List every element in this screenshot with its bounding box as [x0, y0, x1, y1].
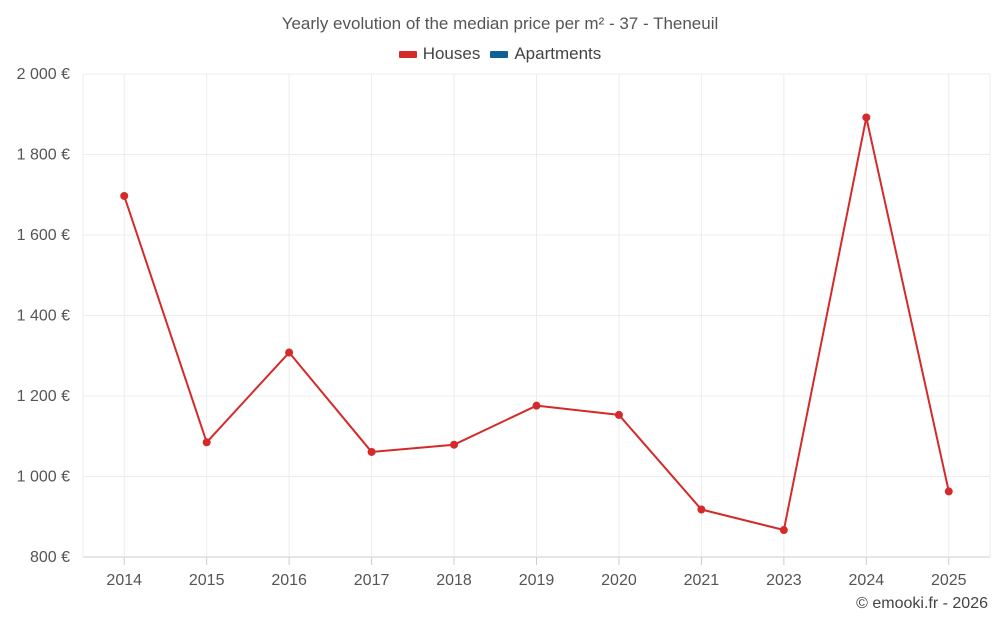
x-tick-label: 2020 [601, 572, 637, 589]
x-tick-label: 2021 [684, 572, 720, 589]
data-point-houses [532, 401, 541, 410]
x-tick-label: 2015 [189, 572, 225, 589]
data-point-houses [285, 348, 294, 357]
legend-label-houses: Houses [422, 44, 481, 63]
data-point-houses [450, 440, 459, 449]
legend: Houses Apartments [0, 44, 1000, 64]
x-tick-label: 2019 [519, 572, 555, 589]
y-tick-label: 1 800 € [17, 147, 70, 164]
y-tick-label: 1 400 € [17, 308, 70, 325]
data-point-houses [697, 505, 706, 514]
data-point-houses [862, 113, 871, 122]
x-tick-label: 2016 [271, 572, 307, 589]
data-point-houses [944, 487, 953, 496]
y-tick-label: 2 000 € [17, 66, 70, 83]
data-point-houses [202, 438, 211, 447]
legend-label-apartments: Apartments [514, 44, 602, 63]
x-tick-label: 2017 [354, 572, 390, 589]
data-point-houses [120, 191, 129, 200]
y-tick-label: 800 € [30, 549, 70, 566]
data-point-houses [779, 526, 788, 535]
y-tick-label: 1 000 € [17, 469, 70, 486]
data-point-houses [614, 410, 623, 419]
x-tick-label: 2025 [931, 572, 967, 589]
y-tick-label: 1 200 € [17, 388, 70, 405]
legend-swatch-apartments [490, 50, 509, 58]
x-tick-label: 2023 [766, 572, 802, 589]
footer-credit: © emooki.fr - 2026 [856, 595, 988, 612]
chart-title: Yearly evolution of the median price per… [281, 14, 719, 33]
y-tick-label: 1 600 € [17, 227, 70, 244]
x-tick-label: 2014 [106, 572, 142, 589]
x-tick-label: 2024 [849, 572, 885, 589]
legend-swatch-houses [398, 50, 417, 58]
legend-item-houses[interactable]: Houses [398, 44, 481, 64]
x-tick-label: 2018 [436, 572, 472, 589]
data-point-houses [367, 447, 376, 456]
legend-item-apartments[interactable]: Apartments [490, 44, 601, 64]
